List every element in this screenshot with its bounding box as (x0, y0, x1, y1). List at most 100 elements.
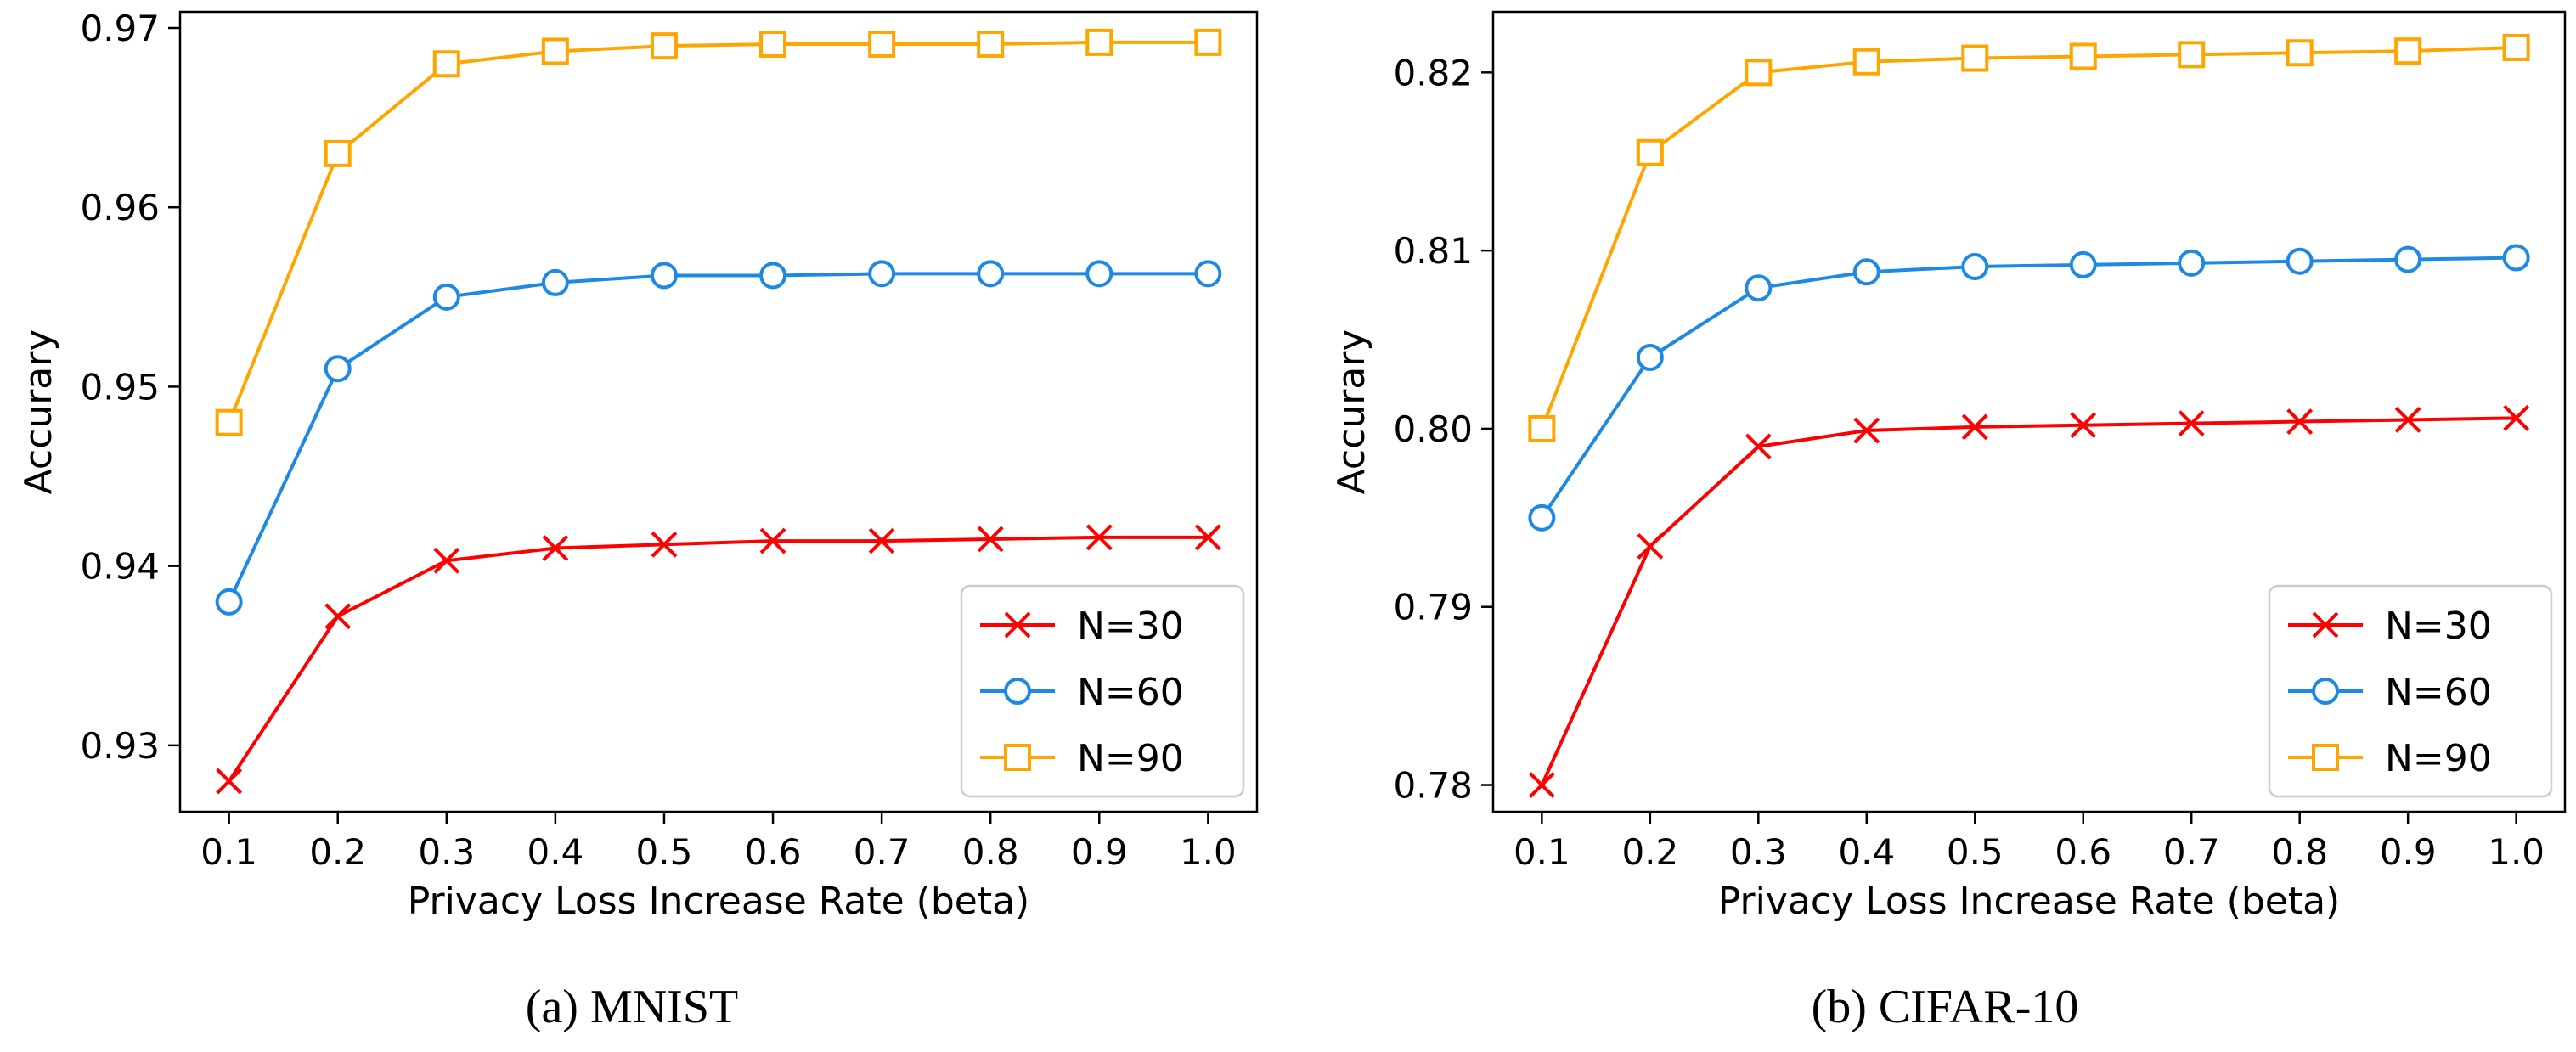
data-point (2502, 33, 2530, 61)
data-point (542, 535, 569, 561)
data-point (2503, 404, 2530, 431)
data-point (1961, 253, 1989, 281)
data-point (2394, 245, 2422, 273)
legend-entries: N=30 N=60 N=90 (980, 605, 1184, 780)
x-tick-label: 0.7 (2163, 831, 2220, 873)
legend-entry-n-90: N=90 (980, 737, 1184, 780)
y-tick-label: 0.93 (80, 725, 160, 767)
data-point (1852, 48, 1880, 76)
x-tick-label: 0.4 (1838, 831, 1895, 873)
legend-label: N=90 (2385, 737, 2492, 780)
data-point (651, 531, 678, 558)
x-ticks: 0.1 0.2 0.3 0.4 0.5 0.6 0.7 0.8 0.9 1.0 (1513, 812, 2545, 873)
series-layer (1528, 33, 2530, 798)
x-tick-label: 0.1 (200, 831, 257, 873)
series-n-30-line (227, 535, 1209, 783)
x-tick-label: 0.9 (2380, 831, 2437, 873)
x-tick-label: 0.8 (962, 831, 1019, 873)
data-point (977, 260, 1005, 288)
data-point (324, 139, 352, 167)
y-tick-label: 0.81 (1393, 230, 1473, 272)
data-point (1085, 524, 1113, 551)
y-tick-label: 0.80 (1393, 408, 1473, 450)
data-point (1961, 44, 1989, 72)
series-n-90 (1528, 33, 2530, 442)
data-point (2502, 244, 2530, 272)
data-point (324, 603, 352, 630)
x-tick-label: 0.3 (1730, 831, 1787, 873)
legend-marker (1004, 611, 1031, 639)
data-point (432, 50, 460, 78)
y-tick-label: 0.95 (80, 366, 160, 408)
x-tick-label: 0.6 (2055, 831, 2111, 873)
data-point (1528, 414, 1556, 442)
data-point (1636, 344, 1664, 372)
data-point (1745, 433, 1772, 460)
data-point (2394, 407, 2421, 433)
data-point (2069, 250, 2097, 278)
x-tick-label: 0.5 (636, 831, 693, 873)
data-point (1528, 503, 1556, 532)
data-point (2070, 412, 2097, 439)
x-ticks: 0.1 0.2 0.3 0.4 0.5 0.6 0.7 0.8 0.9 1.0 (200, 812, 1237, 873)
data-point (2178, 249, 2206, 277)
x-tick-label: 0.9 (1071, 831, 1128, 873)
y-tick-label: 0.94 (80, 546, 160, 588)
caption-mnist: (a) MNIST (526, 981, 738, 1033)
plot-frame (178, 10, 1259, 813)
data-point (2069, 42, 2097, 70)
plot-frame (1491, 10, 2567, 813)
data-point (1085, 28, 1113, 56)
caption-cifar10: (b) CIFAR-10 (1812, 981, 2079, 1033)
data-point (1636, 138, 1664, 166)
data-point (2394, 37, 2422, 65)
legend-marker (2312, 744, 2339, 771)
data-point (541, 37, 569, 65)
y-ticks: 0.78 0.79 0.80 0.81 0.82 (1393, 52, 1493, 807)
x-axis-label: Privacy Loss Increase Rate (beta) (408, 880, 1029, 923)
data-point (1194, 524, 1221, 551)
data-point (868, 527, 895, 554)
legend-marker (2312, 611, 2339, 639)
data-point (1194, 260, 1222, 288)
series-n-90 (215, 28, 1222, 436)
x-tick-label: 0.2 (1621, 831, 1678, 873)
legend: N=30 N=60 N=90 (960, 584, 1245, 798)
data-point (432, 283, 460, 311)
data-point (216, 768, 243, 795)
data-point (433, 547, 460, 574)
data-point (759, 262, 787, 290)
x-axis-label: Privacy Loss Increase Rate (beta) (1718, 880, 2340, 923)
data-point (759, 527, 786, 554)
data-point (541, 268, 569, 296)
data-point (1528, 772, 1555, 798)
y-tick-label: 0.97 (80, 8, 160, 49)
data-point (2286, 408, 2314, 435)
data-point (2178, 41, 2206, 69)
y-tick-label: 0.82 (1393, 52, 1473, 93)
x-tick-label: 0.8 (2271, 831, 2328, 873)
legend-entry-n-60: N=60 (980, 671, 1184, 714)
data-point (977, 31, 1005, 59)
legend-entry-n-30: N=30 (2288, 605, 2492, 648)
x-tick-label: 1.0 (1180, 831, 1237, 873)
legend-label: N=60 (1077, 671, 1184, 714)
x-tick-label: 0.7 (854, 831, 910, 873)
series-n-90-line (227, 40, 1209, 424)
legend-label: N=30 (2385, 605, 2492, 648)
x-tick-label: 0.4 (527, 831, 583, 873)
series-n-60-line (227, 272, 1209, 603)
legend-entry-n-30: N=30 (980, 605, 1184, 648)
data-point (1194, 28, 1222, 56)
x-tick-label: 0.1 (1513, 831, 1570, 873)
legend-marker (1004, 678, 1031, 705)
x-tick-label: 0.3 (418, 831, 475, 873)
legend-marker (2312, 678, 2339, 705)
legend-box (2268, 584, 2553, 798)
data-point (868, 31, 896, 59)
data-point (650, 32, 678, 60)
data-point (1637, 532, 1664, 560)
series-layer (215, 28, 1222, 795)
data-point (1852, 258, 1880, 286)
